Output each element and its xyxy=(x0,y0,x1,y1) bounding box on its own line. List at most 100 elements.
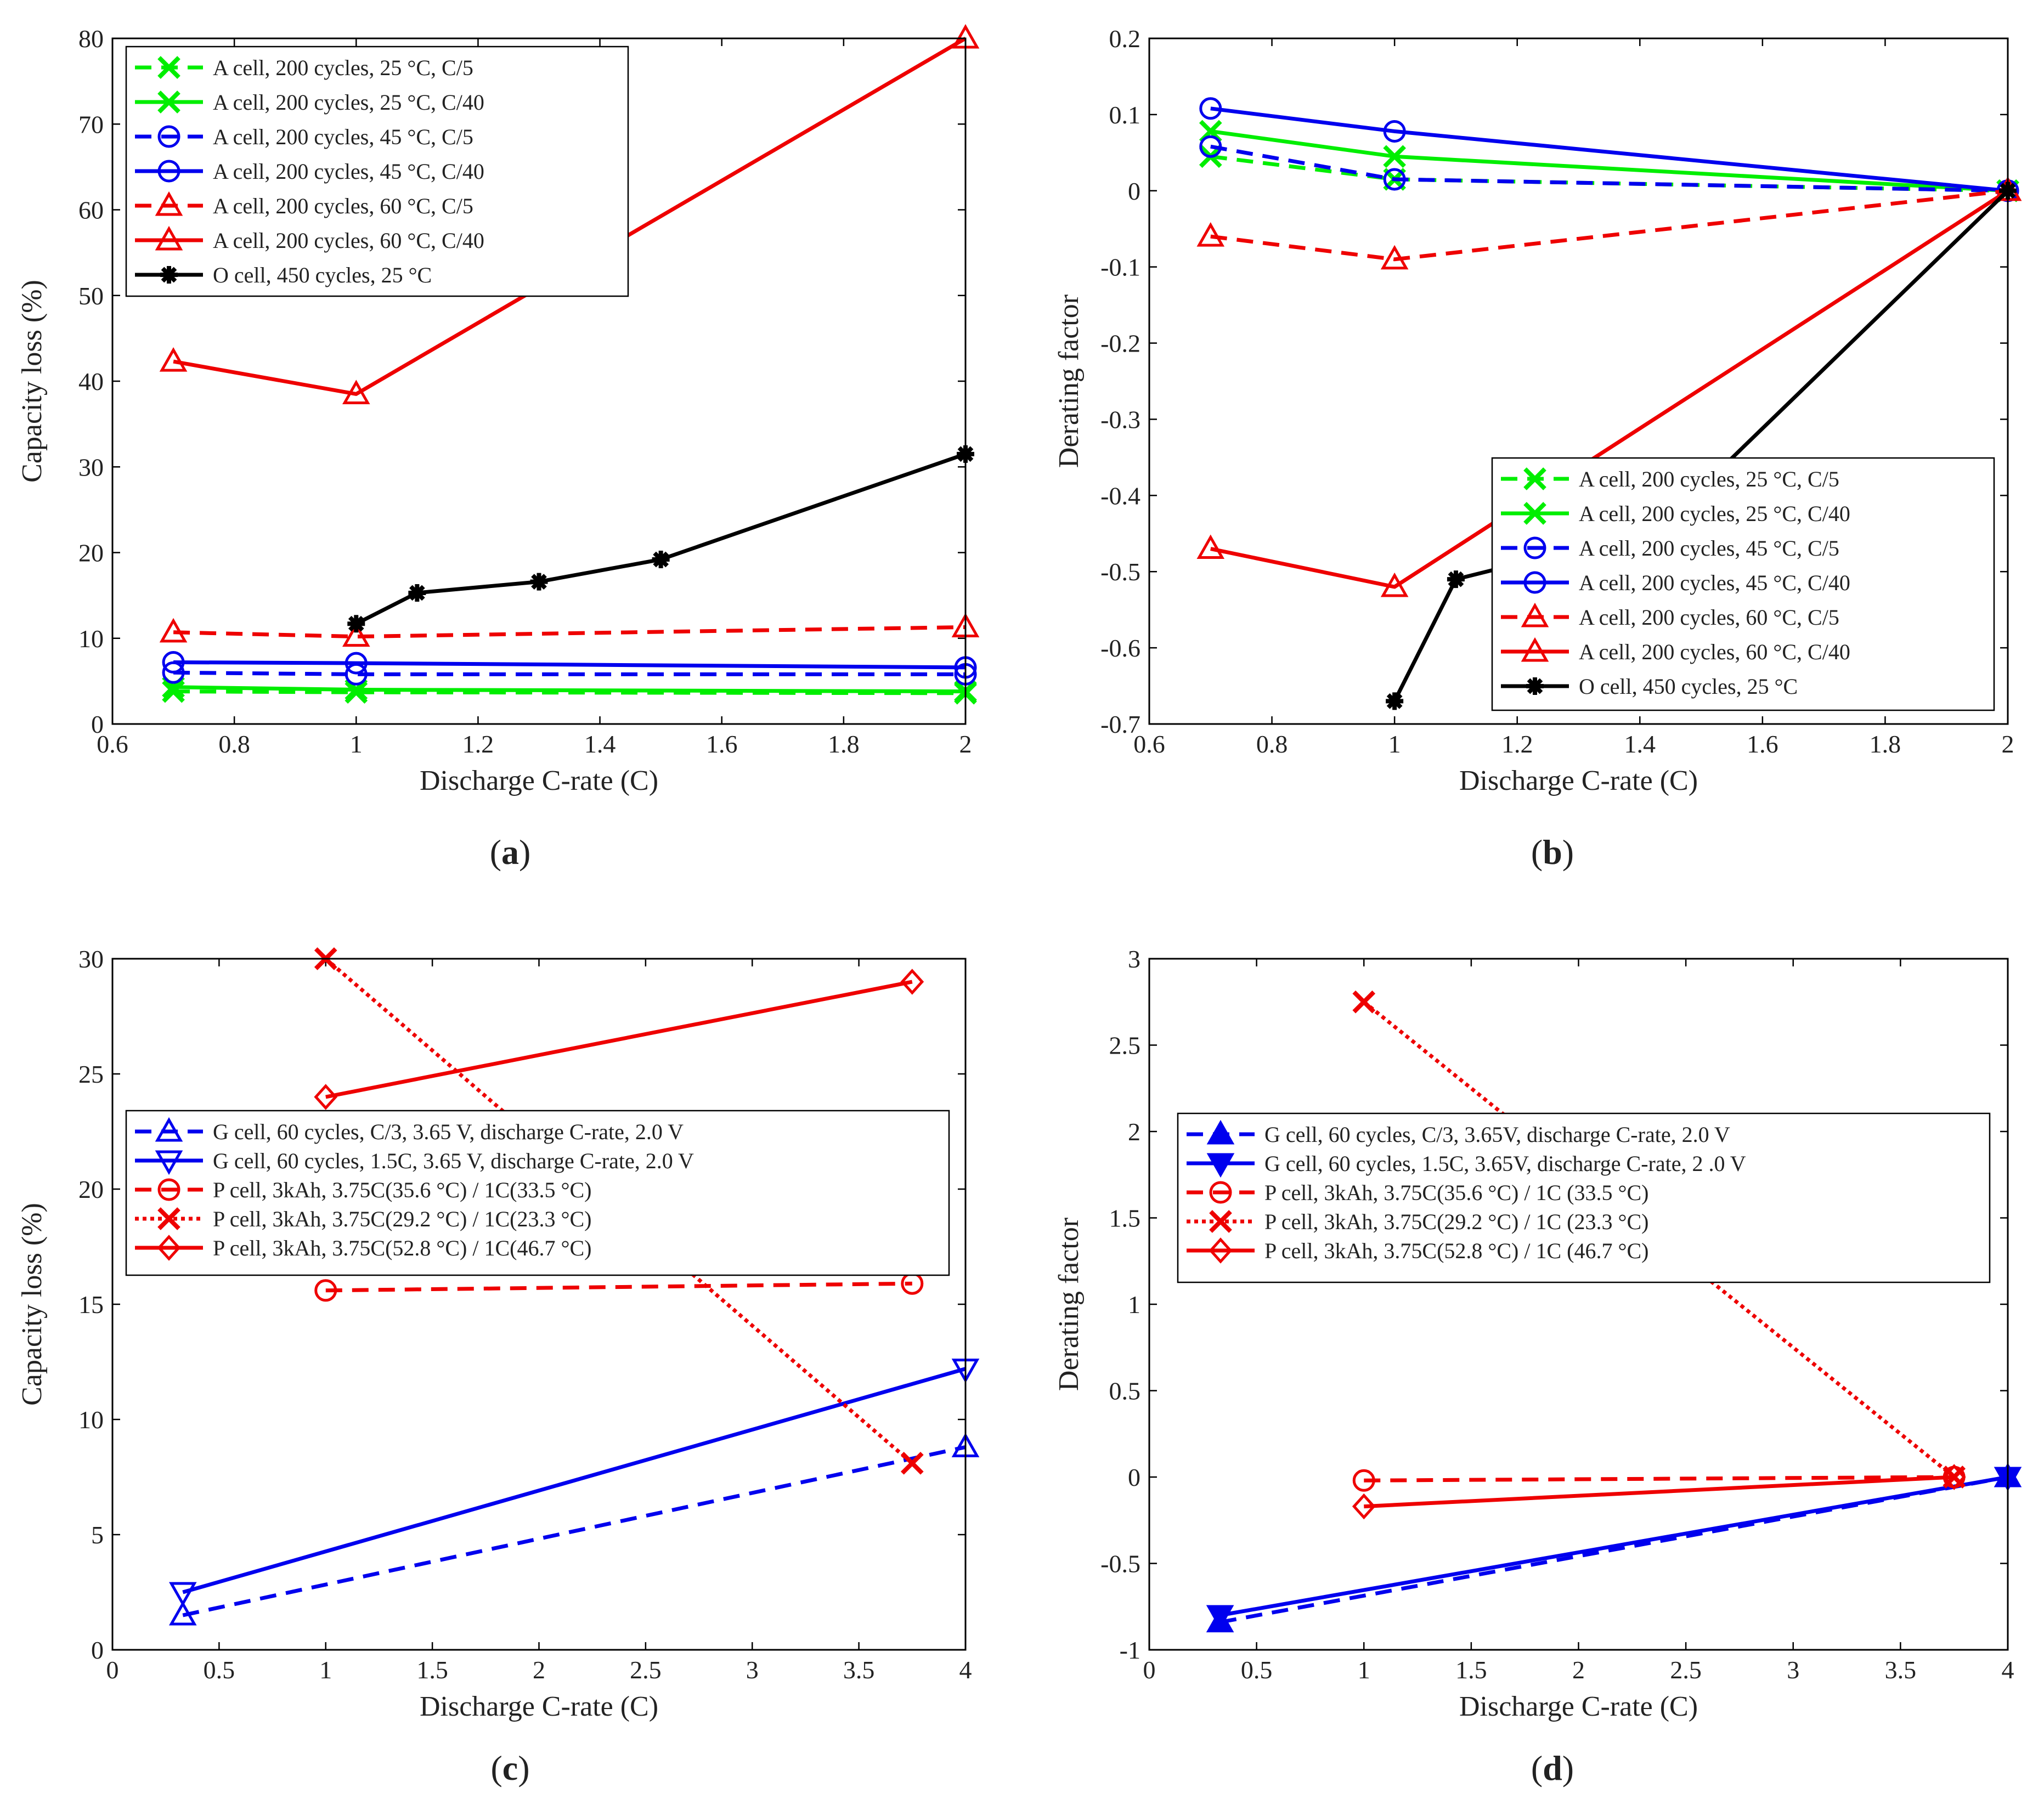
x-axis-label: Discharge C-rate (C) xyxy=(1459,765,1698,796)
x-tick-label: 0.5 xyxy=(204,1656,235,1684)
data-point-3-0 xyxy=(1352,990,1376,1014)
y-tick-label: -0.6 xyxy=(1100,634,1140,662)
x-tick-label: 1 xyxy=(1388,730,1401,758)
x-tick-label: 0 xyxy=(106,1656,119,1684)
panel-caption: (d) xyxy=(1531,1749,1574,1787)
legend-swatch-marker xyxy=(157,125,180,148)
y-tick-label: -0.5 xyxy=(1100,1550,1140,1578)
legend-box xyxy=(125,46,629,297)
legend-swatch-marker xyxy=(157,160,180,183)
legend-swatch-marker xyxy=(1523,467,1546,490)
y-tick-label: -0.4 xyxy=(1100,482,1140,510)
data-point-1-1 xyxy=(1383,145,1406,168)
axes-box xyxy=(1148,958,2009,1651)
x-tick-label: 2 xyxy=(959,730,972,758)
legend-swatch-marker xyxy=(1209,1181,1232,1204)
y-tick-label: 2 xyxy=(1128,1118,1140,1146)
legend-entry: G cell, 60 cycles, C/3, 3.65V, discharge… xyxy=(1264,1122,1730,1147)
legend-swatch-marker xyxy=(157,1235,181,1261)
data-point-5-0 xyxy=(159,347,188,372)
data-point-0-0 xyxy=(168,1600,197,1626)
legend-swatch-marker xyxy=(160,266,178,284)
data-point-6-3 xyxy=(652,551,670,568)
panel-caption-letter: b xyxy=(1543,833,1562,872)
legend-swatch-marker xyxy=(157,1207,180,1230)
y-tick-label: 3 xyxy=(1128,945,1140,973)
legend-entry: P cell, 3kAh, 3.75C(29.2 °C) / 1C(23.3 °… xyxy=(213,1207,592,1231)
legend-entry: A cell, 200 cycles, 45 °C, C/5 xyxy=(213,125,473,149)
data-point-6-2 xyxy=(530,573,548,591)
data-point-5-1 xyxy=(342,380,370,404)
x-tick-label: 0.6 xyxy=(97,730,128,758)
legend-swatch-marker xyxy=(1523,536,1546,559)
y-tick-label: 25 xyxy=(78,1060,104,1088)
x-tick-label: 2 xyxy=(2002,730,2014,758)
series-line-2 xyxy=(325,1281,912,1293)
x-tick-label: 1.4 xyxy=(1624,730,1656,758)
data-point-5-0 xyxy=(1196,534,1225,559)
panel-caption-letter: c xyxy=(502,1749,518,1787)
data-point-6-1 xyxy=(1447,570,1465,589)
axes-box xyxy=(111,958,967,1651)
x-tick-label: 1 xyxy=(350,730,363,758)
data-point-1-0 xyxy=(1206,1605,1234,1630)
data-point-2-1 xyxy=(1383,168,1406,191)
y-tick-label: 30 xyxy=(78,453,104,481)
legend-swatch-marker xyxy=(155,1150,183,1175)
x-tick-label: 1.5 xyxy=(1455,1656,1487,1684)
y-tick-label: 0 xyxy=(1128,177,1140,205)
chart-panel-a: 0.6 0.8 1 1.2 1.4 1.6 1.8 201020304050607080Dis… xyxy=(16,24,980,872)
panel-caption: (c) xyxy=(490,1749,529,1787)
y-tick-label: 60 xyxy=(78,196,104,224)
panel-caption-letter: d xyxy=(1543,1749,1562,1787)
legend: G cell, 60 cycles, C/3, 3.65V, discharge… xyxy=(1177,1112,1991,1283)
x-axis-label: Discharge C-rate (C) xyxy=(1459,1691,1698,1722)
y-tick-label: 5 xyxy=(91,1521,104,1549)
y-axis-label: Capacity loss (%) xyxy=(16,280,48,483)
y-tick-label: -0.1 xyxy=(1100,253,1140,281)
series-line-2 xyxy=(1210,144,2008,193)
series-line-3 xyxy=(1210,106,2008,193)
y-tick-label: 20 xyxy=(78,539,104,567)
series-line-0 xyxy=(182,1445,966,1617)
x-tick-label: 4 xyxy=(959,1656,972,1684)
y-tick-label: -0.2 xyxy=(1100,330,1140,358)
legend-entry: P cell, 3kAh, 3.75C(35.6 °C) / 1C(33.5 °… xyxy=(213,1178,592,1202)
series-line-4 xyxy=(1364,1475,1955,1509)
y-tick-label: 1.5 xyxy=(1109,1204,1141,1232)
panel-caption: (a) xyxy=(490,833,531,872)
legend-entry: O cell, 450 cycles, 25 °C xyxy=(213,263,432,287)
x-tick-label: 3 xyxy=(1787,1656,1799,1684)
x-tick-label: 0 xyxy=(1143,1656,1156,1684)
legend-entry: A cell, 200 cycles, 45 °C, C/40 xyxy=(1579,570,1850,595)
data-point-3-1 xyxy=(1383,120,1406,143)
y-axis-label: Derating factor xyxy=(1053,1218,1085,1391)
y-tick-label: 80 xyxy=(78,25,104,53)
legend-entry: A cell, 200 cycles, 60 °C, C/5 xyxy=(1579,605,1839,630)
x-axis-label: Discharge C-rate (C) xyxy=(420,765,658,796)
data-point-5-1 xyxy=(1380,572,1409,597)
data-point-2-0 xyxy=(1199,135,1222,158)
data-point-3-0 xyxy=(1199,97,1222,120)
series-line-5 xyxy=(173,36,967,396)
series-line-5 xyxy=(1210,189,2009,589)
data-point-3-1 xyxy=(345,652,368,675)
legend-entry: P cell, 3kAh, 3.75C(35.6 °C) / 1C (33.5 … xyxy=(1264,1180,1649,1205)
data-point-2-0 xyxy=(1352,1469,1375,1492)
x-tick-label: 2.5 xyxy=(1670,1656,1702,1684)
x-axis-label: Discharge C-rate (C) xyxy=(420,1691,658,1722)
legend-entry: A cell, 200 cycles, 45 °C, C/40 xyxy=(213,159,484,184)
legend-entry: P cell, 3kAh, 3.75C(52.8 °C) / 1C (46.7 … xyxy=(1264,1238,1649,1263)
panel-caption-letter: a xyxy=(501,833,519,872)
data-point-4-0 xyxy=(314,1084,338,1110)
series-group xyxy=(1206,990,2022,1633)
y-tick-label: 10 xyxy=(78,625,104,653)
x-tick-label: 1.2 xyxy=(1501,730,1533,758)
legend: G cell, 60 cycles, C/3, 3.65 V, discharg… xyxy=(125,1110,950,1276)
x-tick-label: 1 xyxy=(1358,1656,1370,1684)
data-point-6-0 xyxy=(347,615,365,633)
data-point-2-0 xyxy=(162,661,185,684)
legend-swatch-marker xyxy=(1526,677,1544,695)
y-axis-label: Capacity loss (%) xyxy=(16,1203,48,1406)
